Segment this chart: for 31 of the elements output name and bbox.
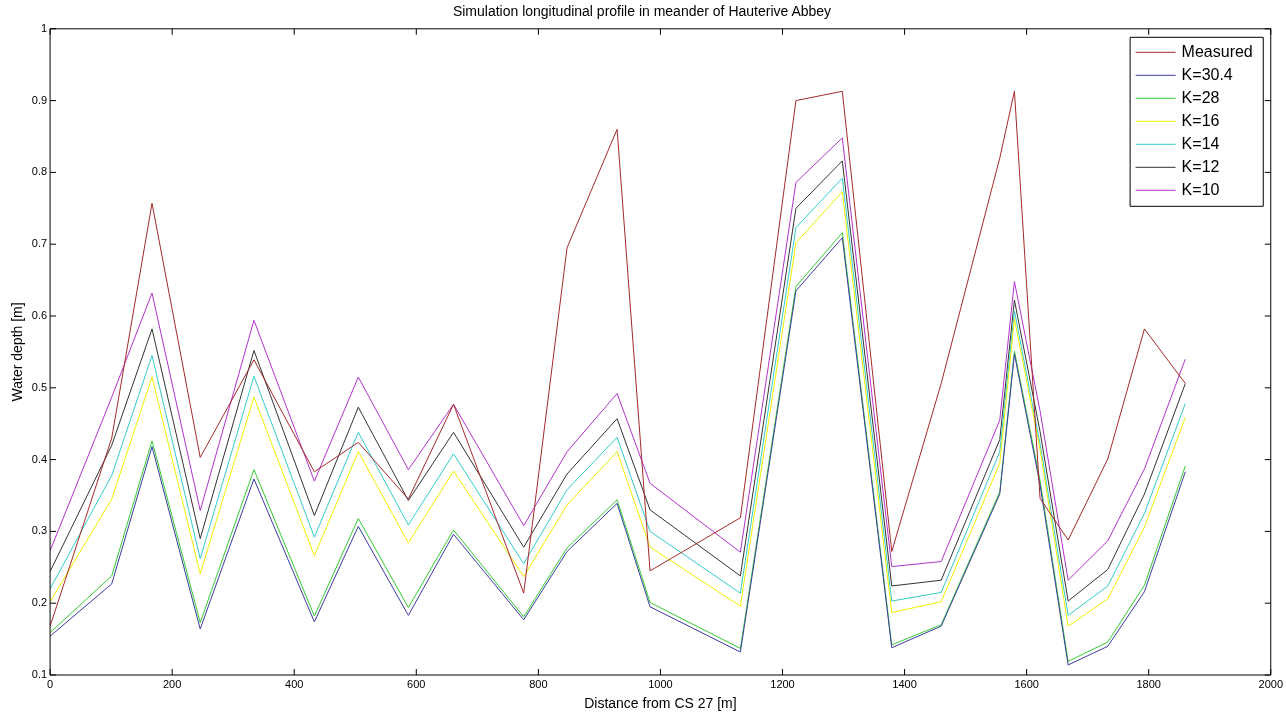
legend-label: K=16 — [1181, 111, 1220, 129]
y-tick-label: 0.5 — [31, 380, 48, 393]
y-tick-label: 0.3 — [31, 524, 48, 537]
y-tick-label: 0.1 — [31, 668, 48, 681]
x-tick-label: 0 — [47, 677, 54, 690]
x-tick-label: 1000 — [648, 677, 673, 690]
y-tick-label: 0.6 — [31, 309, 48, 322]
legend-label: K=12 — [1181, 157, 1220, 175]
legend-label: Measured — [1181, 42, 1253, 60]
legend-label: K=10 — [1181, 180, 1220, 198]
x-tick-label: 2000 — [1258, 677, 1284, 690]
x-axis-title: Distance from CS 27 [m] — [584, 695, 737, 712]
x-tick-label: 1600 — [1014, 677, 1039, 690]
chart-title: Simulation longitudinal profile in meander of Hauterive Abbey — [452, 3, 832, 20]
x-tick-label: 800 — [529, 677, 548, 690]
y-tick-label: 0.9 — [31, 93, 48, 106]
x-tick-label: 400 — [285, 677, 304, 690]
y-tick-label: 0.2 — [31, 596, 48, 609]
x-tick-label: 1200 — [770, 677, 795, 690]
y-tick-label: 0.7 — [31, 237, 48, 250]
x-tick-label: 1400 — [892, 677, 917, 690]
x-tick-label: 200 — [162, 677, 182, 690]
legend-label: K=30.4 — [1181, 65, 1233, 83]
y-tick-label: 0.4 — [31, 452, 48, 465]
y-tick-label: 0.8 — [31, 165, 48, 178]
x-tick-label: 600 — [407, 677, 426, 690]
y-axis-title: Water depth [m] — [9, 302, 26, 402]
legend-label: K=14 — [1181, 134, 1220, 152]
y-tick-label: 1 — [40, 21, 48, 34]
legend-label: K=28 — [1181, 88, 1220, 106]
x-tick-label: 1800 — [1136, 677, 1161, 690]
